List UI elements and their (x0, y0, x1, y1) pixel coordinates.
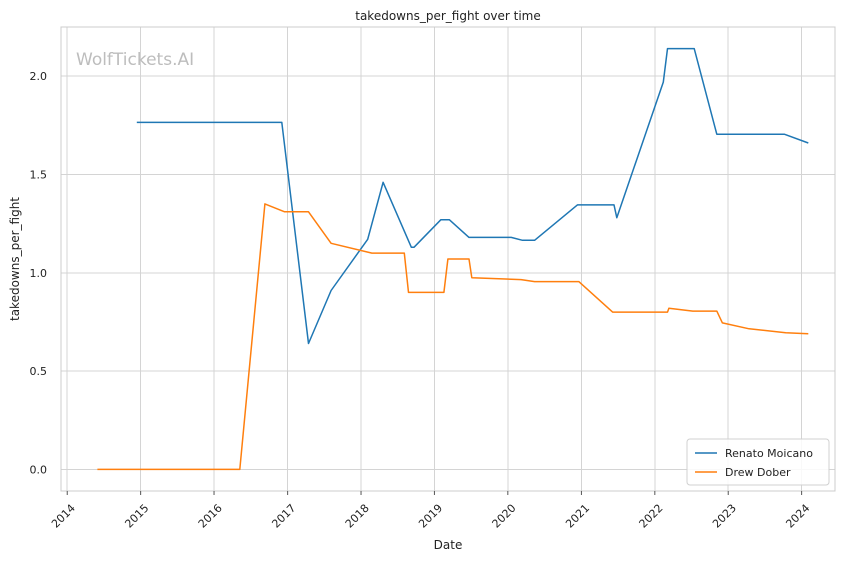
x-tick-label: 2022 (637, 502, 666, 531)
y-tick-label: 2.0 (30, 70, 48, 83)
x-tick-label: 2023 (710, 502, 739, 531)
y-tick-label: 1.0 (30, 267, 48, 280)
chart-title: takedowns_per_fight over time (355, 9, 541, 23)
x-tick-label: 2024 (783, 502, 812, 531)
y-axis-ticks: 0.0 0.5 1.0 1.5 2.0 (30, 70, 48, 476)
legend-label: Drew Dober (725, 466, 791, 479)
x-tick-label: 2021 (563, 502, 592, 531)
legend: Renato Moicano Drew Dober (686, 438, 830, 486)
y-tick-label: 1.5 (30, 168, 48, 181)
x-tick-label: 2014 (49, 502, 78, 531)
series-lines (97, 47, 809, 471)
x-tick-label: 2016 (196, 502, 225, 531)
y-tick-label: 0.5 (30, 365, 48, 378)
x-axis-ticks: 2014 2015 2016 2017 2018 2019 2020 2021 2022 2023… (49, 491, 812, 531)
plot-frame (60, 26, 836, 492)
x-tick-label: 2019 (416, 502, 445, 531)
legend-label: Renato Moicano (725, 447, 813, 460)
series-line-renato-moicano (136, 47, 809, 345)
x-tick-label: 2018 (343, 502, 372, 531)
legend-frame (686, 438, 830, 486)
x-tick-label: 2017 (269, 502, 298, 531)
y-axis-title: takedowns_per_fight (8, 197, 22, 321)
watermark-text: WolfTickets.AI (76, 50, 194, 70)
x-axis-title: Date (434, 538, 463, 552)
y-tick-label: 0.0 (30, 463, 48, 476)
x-tick-label: 2015 (122, 502, 151, 531)
x-tick-label: 2020 (490, 502, 519, 531)
series-line-drew-dober (97, 203, 809, 471)
